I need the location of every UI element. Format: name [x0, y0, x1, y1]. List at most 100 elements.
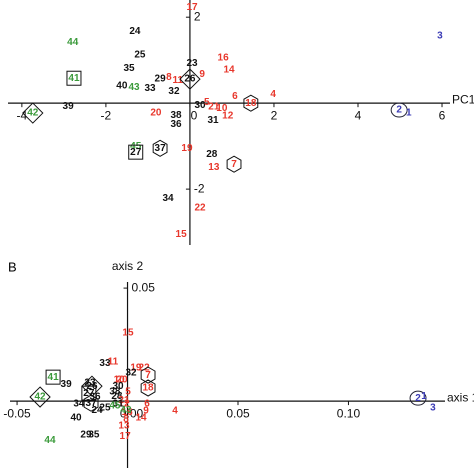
point-label: 22 [139, 363, 151, 374]
point-label: 3 [430, 403, 436, 414]
point-label: 13 [208, 162, 220, 173]
point-label: 25 [134, 50, 146, 61]
point-label: 31 [207, 115, 219, 126]
x-tick-label: -0.05 [3, 406, 31, 420]
point-label: 6 [232, 91, 238, 102]
point-label: 16 [218, 53, 230, 64]
point-label: 29 [155, 74, 167, 85]
marker-frame [66, 70, 82, 86]
x-axis-label: axis 1 [447, 390, 474, 404]
point-label: 33 [144, 83, 156, 94]
x-tick-label: 0.00 [120, 406, 144, 420]
point-label: 39 [61, 379, 73, 390]
point-label: 23 [84, 378, 96, 389]
point-label: 32 [126, 368, 138, 379]
point-label: 44 [44, 435, 56, 446]
point-label: 10 [114, 375, 126, 386]
x-tick-label: -4 [17, 108, 28, 122]
marker-frame [179, 68, 201, 90]
point-label: 30 [112, 381, 124, 392]
point-label: 17 [186, 2, 198, 13]
x-tick-label: 4 [355, 108, 362, 122]
point-label: 12 [222, 111, 234, 122]
marker-frame [152, 139, 168, 157]
point-label: 40 [116, 81, 128, 92]
x-tick-label: 0 [191, 108, 198, 122]
marker-frame [226, 155, 242, 173]
point-label: 11 [172, 75, 183, 86]
point-label: 11 [108, 357, 119, 368]
point-label: 21 [208, 102, 220, 113]
marker-frame [83, 394, 99, 412]
point-label: 9 [199, 69, 205, 80]
point-label: 20 [116, 375, 128, 386]
point-label: 32 [168, 86, 180, 97]
point-label: 7 [231, 159, 237, 170]
point-label: 4 [172, 406, 178, 417]
point-label: 4 [270, 89, 276, 100]
point-label: 1 [406, 108, 412, 119]
point-label: 25 [99, 403, 111, 414]
point-label: 28 [206, 149, 218, 160]
panel-label: B [8, 259, 17, 274]
point-label: 3 [437, 31, 443, 42]
point-label: 19 [130, 363, 142, 374]
point-label: 38 [109, 387, 121, 398]
y-tick-label: 0.05 [132, 280, 156, 294]
point-label: 12 [118, 399, 130, 410]
marker-frame [45, 369, 61, 385]
point-label: 26 [184, 74, 196, 85]
point-label: 10 [216, 103, 228, 114]
marker-frame [140, 379, 156, 397]
point-label: 44 [67, 37, 79, 48]
point-label: 36 [170, 119, 182, 130]
point-label: 1 [421, 391, 427, 402]
point-label: 45 [130, 141, 142, 152]
point-label: 23 [186, 58, 198, 69]
point-label: 33 [99, 358, 111, 369]
marker-frame [409, 390, 427, 406]
x-tick-label: 0.10 [337, 406, 361, 420]
point-label: 38 [170, 110, 182, 121]
point-label: 22 [194, 203, 206, 214]
x-axis-label: PC1 [452, 92, 474, 106]
y-tick-label: 2 [194, 9, 201, 23]
point-label: 13 [118, 421, 130, 432]
point-label: 41 [68, 73, 80, 84]
point-label: 18 [245, 98, 257, 109]
point-label: 15 [176, 229, 188, 240]
point-label: 7 [145, 370, 151, 381]
point-label: 19 [181, 143, 193, 154]
point-label: 17 [120, 431, 132, 442]
point-label: 34 [163, 193, 175, 204]
x-tick-label: 6 [439, 108, 446, 122]
point-label: 27 [130, 147, 142, 158]
x-tick-label: -2 [101, 108, 112, 122]
marker-frame [140, 366, 156, 384]
y-axis-label: axis 2 [112, 259, 144, 273]
point-label: 27 [83, 388, 95, 399]
y-tick-label: -2 [194, 181, 205, 195]
point-label: 34 [73, 399, 85, 410]
point-label: 30 [194, 100, 206, 111]
point-label: 9 [143, 406, 149, 417]
point-label: 24 [91, 405, 103, 416]
point-label: 40 [70, 413, 82, 424]
x-tick-label: 2 [271, 108, 278, 122]
point-label: 21 [118, 395, 130, 406]
point-label: 35 [123, 63, 135, 74]
marker-frame [390, 102, 408, 118]
point-label: 15 [122, 328, 134, 339]
point-label: 37 [86, 398, 98, 409]
point-label: 16 [122, 407, 134, 418]
marker-frame [22, 102, 44, 124]
point-label: 8 [123, 414, 129, 425]
point-label: 5 [204, 97, 210, 108]
point-label: 42 [34, 392, 46, 403]
marker-frame [128, 144, 144, 160]
point-label: 6 [144, 399, 150, 410]
point-label: 20 [150, 108, 162, 119]
point-label: 2 [415, 393, 421, 404]
point-label: 14 [135, 413, 147, 424]
